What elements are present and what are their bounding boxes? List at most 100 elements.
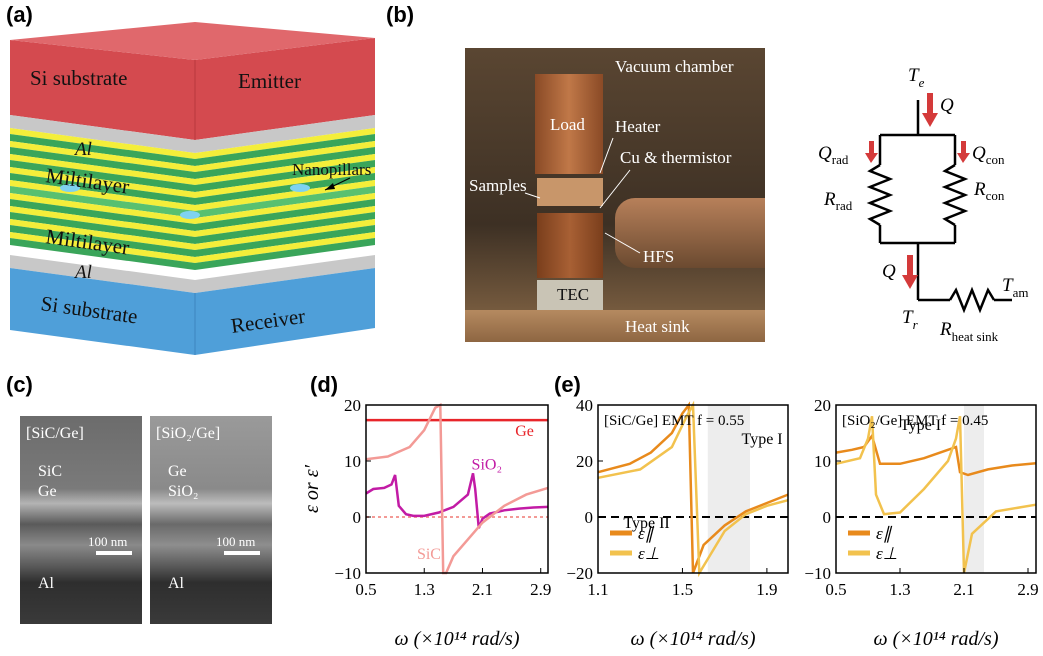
panel-label-b: (b) xyxy=(386,2,415,27)
tem-image-labels: [SiC/Ge] SiC Ge 100 nm Al [SiO₂/Ge] Ge S… xyxy=(26,425,260,592)
x-tick-label-1: 1.3 xyxy=(889,580,910,599)
tem-image-sio2-ge xyxy=(150,416,272,624)
label-al-bottom: Al xyxy=(73,262,92,283)
annotation-2: SiC xyxy=(417,546,441,563)
label-hfs: HFS xyxy=(643,247,674,266)
circuit-te-sub: e xyxy=(919,75,925,90)
cable-bundle xyxy=(615,198,765,268)
circuit-te: T xyxy=(908,65,920,86)
label-heater: Heater xyxy=(615,117,661,136)
circuit-tr-sub: r xyxy=(913,317,919,332)
x-tick-label-3: 2.9 xyxy=(1017,580,1038,599)
series-line-1 xyxy=(365,473,549,529)
setup-photo xyxy=(465,48,765,342)
tem-right-title: [SiO₂/Ge] xyxy=(156,425,220,442)
tem-left-layer1: SiC xyxy=(38,463,62,480)
tem-right-layer1: Ge xyxy=(168,463,187,480)
svg-text:Te: Te xyxy=(908,65,925,90)
series-line-1 xyxy=(835,415,1037,574)
circuit-qcon-sub: con xyxy=(986,152,1005,167)
x-tick-label-0: 0.5 xyxy=(825,580,846,599)
chart-title: [SiC/Ge] EMT f = 0.55 xyxy=(604,413,744,429)
x-tick-label-1: 1.5 xyxy=(672,580,693,599)
series-line-0 xyxy=(597,401,789,574)
shaded-band xyxy=(964,405,984,573)
plot-frame xyxy=(835,404,1037,574)
circuit-rhs-sub: heat sink xyxy=(952,329,999,344)
svg-text:Tr: Tr xyxy=(902,307,919,332)
x-tick-label-1: 1.3 xyxy=(414,580,435,599)
tem-right-layer2: SiO₂ xyxy=(168,483,198,500)
label-al-top: Al xyxy=(73,139,92,160)
circuit-rrad-sub: rad xyxy=(836,198,853,213)
multilayer-stack-illustration: Si substrate Emitter Al Miltilayer Nanop… xyxy=(10,22,375,355)
label-load: Load xyxy=(550,115,585,134)
label-emitter: Emitter xyxy=(238,69,301,93)
circuit-qrad-sub: rad xyxy=(832,152,849,167)
legend-label-0: ε∥ xyxy=(638,524,655,543)
circuit-tam-sub: am xyxy=(1013,285,1029,300)
x-tick-label-2: 2.1 xyxy=(953,580,974,599)
svg-text:Rcon: Rcon xyxy=(973,179,1005,203)
tem-right-al: Al xyxy=(168,575,185,592)
chart-sio2-ge-emt: 0.5 1.3 2.1 2.9 20 10 0 −10 ω (×10¹⁴ rad/s) [SiO₂… xyxy=(804,396,1038,650)
panel-label-a: (a) xyxy=(6,2,33,27)
x-axis-label: ω (×10¹⁴ rad/s) xyxy=(630,628,755,650)
label-nanopillars: Nanopillars xyxy=(292,160,371,179)
legend-label-1: ε⊥ xyxy=(876,544,898,563)
chart-title: [SiO₂/Ge] EMT f = 0.45 xyxy=(842,413,988,429)
y-tick-label-2: 0 xyxy=(353,508,362,527)
y-tick-label-0: 20 xyxy=(814,396,831,415)
tec-block xyxy=(537,280,603,310)
y-tick-label-1: 20 xyxy=(576,452,593,471)
label-heat-sink: Heat sink xyxy=(625,317,690,336)
y-tick-label-0: 20 xyxy=(344,396,361,415)
svg-text:Qrad: Qrad xyxy=(818,143,849,167)
y-tick-label-1: 10 xyxy=(344,452,361,471)
annotation-1: SiO₂ xyxy=(472,456,502,473)
label-cu-thermistor: Cu & thermistor xyxy=(620,148,732,167)
svg-text:Tam: Tam xyxy=(1002,275,1028,300)
circuit-tam: T xyxy=(1002,275,1014,296)
tem-right-scale: 100 nm xyxy=(216,534,255,549)
y-tick-label-2: 0 xyxy=(823,508,832,527)
plot-frame xyxy=(597,404,789,574)
svg-text:Rrad: Rrad xyxy=(823,189,853,213)
x-axis-label: ω (×10¹⁴ rad/s) xyxy=(394,628,519,650)
annotation-0: Type I xyxy=(900,417,941,434)
circuit-rcon: R xyxy=(973,179,986,200)
circuit-tr: T xyxy=(902,307,914,328)
svg-text:Qcon: Qcon xyxy=(972,143,1005,167)
cu-block xyxy=(537,178,603,206)
x-tick-label-0: 1.1 xyxy=(587,580,608,599)
legend-label-0: ε∥ xyxy=(876,524,893,543)
label-si-substrate-top: Si substrate xyxy=(30,66,127,90)
y-tick-label-3: −10 xyxy=(334,564,361,583)
y-tick-label-3: −20 xyxy=(566,564,593,583)
heat-sink-plate xyxy=(465,310,765,342)
x-tick-label-2: 1.9 xyxy=(756,580,777,599)
circuit-q-bottom: Q xyxy=(882,261,896,282)
tem-left-al: Al xyxy=(38,575,55,592)
tem-image-sic-ge xyxy=(20,416,142,624)
label-vacuum-chamber: Vacuum chamber xyxy=(615,57,734,76)
panel-label-c: (c) xyxy=(6,372,33,397)
svg-text:Rheat sink: Rheat sink xyxy=(939,319,999,344)
circuit-rhs: R xyxy=(939,319,952,340)
circuit-qcon: Q xyxy=(972,143,986,164)
chart-sic-ge-emt: 1.1 1.5 1.9 40 20 0 −20 ω (×10¹⁴ rad/s) [SiC/Ge]… xyxy=(566,396,789,650)
circuit-qrad: Q xyxy=(818,143,832,164)
circuit-q-top: Q xyxy=(940,95,954,116)
annotation-1: Type I xyxy=(742,431,783,448)
panel-label-d: (d) xyxy=(310,372,339,397)
label-tec: TEC xyxy=(557,285,589,304)
label-samples: Samples xyxy=(469,176,527,195)
circuit-rcon-sub: con xyxy=(986,188,1005,203)
tem-left-layer2: Ge xyxy=(38,483,57,500)
x-tick-label-3: 2.9 xyxy=(530,580,551,599)
y-tick-label-3: −10 xyxy=(804,564,831,583)
plot-frame xyxy=(365,404,549,574)
tem-left-scale: 100 nm xyxy=(88,534,127,549)
setup-photo-labels: Vacuum chamber Load Heater Cu & thermist… xyxy=(469,57,734,336)
circuit-rrad: R xyxy=(823,189,836,210)
